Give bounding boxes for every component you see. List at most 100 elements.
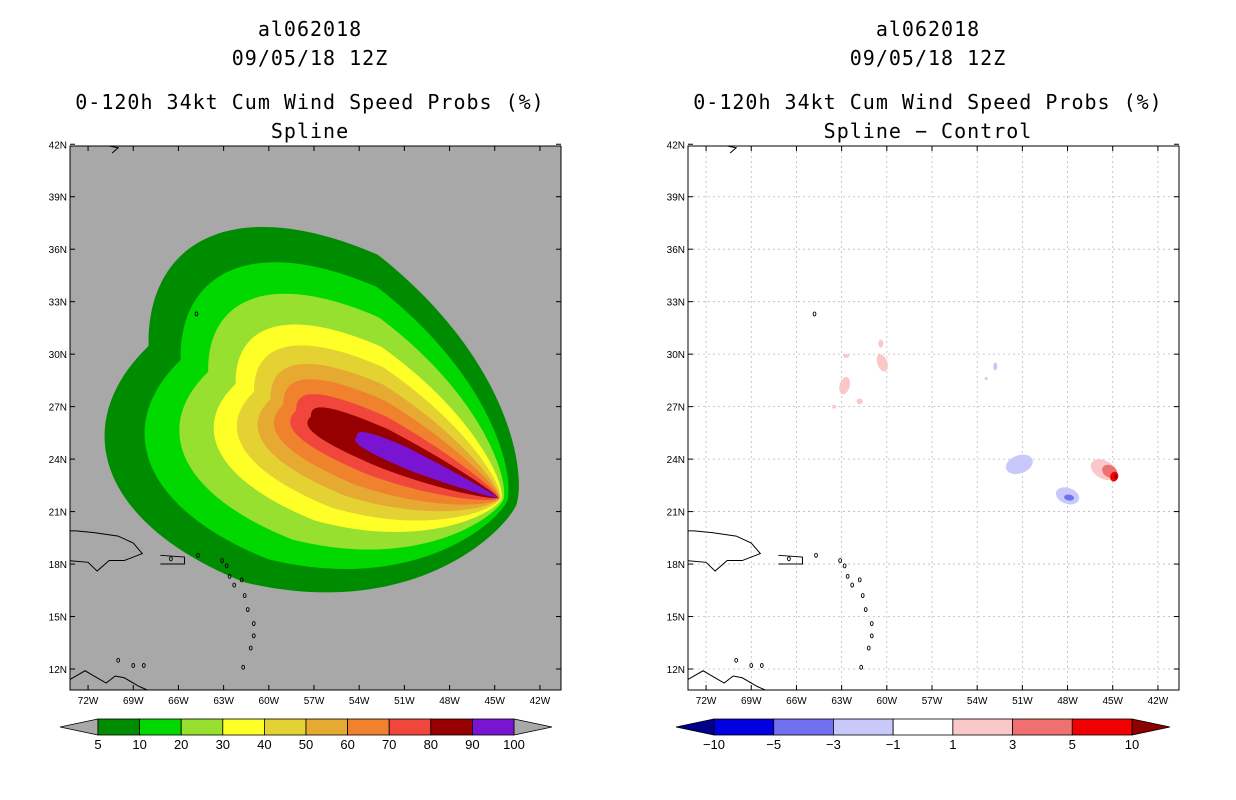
island <box>251 633 256 639</box>
map-frame <box>69 145 562 691</box>
colorbar-swatch <box>892 718 954 736</box>
coastline-capecod <box>727 146 738 154</box>
coastline-capecod <box>109 146 120 154</box>
colorbar-high-end <box>513 718 553 736</box>
left-datetime: 09/05/18 12Z <box>231 46 389 70</box>
colorbar-label: −5 <box>766 737 781 752</box>
coastline-puertorico <box>160 554 185 565</box>
lon-label: 63W <box>831 696 852 707</box>
colorbar-label: 50 <box>299 737 313 752</box>
left-map-content <box>70 146 519 690</box>
coastline-hispaniola <box>688 530 762 572</box>
lat-label: 18N <box>667 560 685 571</box>
colorbar-low-end <box>59 718 99 736</box>
lat-label: 24N <box>667 455 685 466</box>
colorbar-label: 30 <box>216 737 230 752</box>
colorbar-swatch <box>388 718 432 736</box>
island <box>857 577 862 583</box>
right-storm-id: al062018 <box>875 17 981 41</box>
colorbar-swatch <box>222 718 265 736</box>
island <box>863 607 868 612</box>
colorbar-label: 20 <box>174 737 188 752</box>
right-datetime: 09/05/18 12Z <box>849 46 1007 70</box>
lat-label: 12N <box>49 665 67 676</box>
island <box>245 607 250 612</box>
island <box>242 593 247 598</box>
colorbar-label: 40 <box>257 737 271 752</box>
coastline-venezuela <box>688 670 767 690</box>
island <box>869 633 874 639</box>
colorbar-swatch <box>263 718 307 736</box>
right-map-panel: 72W 69W 66W 63W 60W 57W 54W 51W 48W 45W 42W 12N 15N 1… <box>667 140 1180 707</box>
colorbar-label: 5 <box>1069 737 1076 752</box>
lat-label: 27N <box>667 403 685 414</box>
diff-positive-area <box>876 354 888 372</box>
island <box>850 582 855 588</box>
probability-contours <box>104 226 519 593</box>
left-map-panel: 72W 69W 66W 63W 60W 57W 54W 51W 48W 45W 42W 12N 15N 1… <box>49 140 562 707</box>
colorbar-swatch <box>347 718 390 736</box>
colorbar-label: −10 <box>703 737 725 752</box>
island <box>196 552 200 558</box>
island <box>749 663 754 668</box>
right-product-title: 0-120h 34kt Cum Wind Speed Probs (%) <box>693 90 1163 114</box>
diff-positive-area <box>843 353 850 358</box>
lat-label: 18N <box>49 560 67 571</box>
island <box>859 664 864 670</box>
colorbar-label: 5 <box>94 737 101 752</box>
lon-label: 72W <box>696 696 717 707</box>
lat-label: 30N <box>667 350 685 361</box>
lon-label: 45W <box>484 696 505 707</box>
right-subtitle: Spline − Control <box>823 119 1033 143</box>
island <box>227 573 232 579</box>
island <box>842 563 847 569</box>
diff-positive-area <box>878 339 884 348</box>
island <box>116 657 121 663</box>
colorbar-swatch <box>97 718 140 736</box>
lon-label: 69W <box>123 696 144 707</box>
island <box>224 563 229 569</box>
left-storm-id: al062018 <box>257 17 363 41</box>
lon-label: 54W <box>967 696 988 707</box>
colorbar-swatch <box>833 718 894 736</box>
colorbar-swatch <box>471 718 515 736</box>
difference-areas <box>832 339 1119 505</box>
right-map-content <box>688 146 1179 690</box>
colorbar-swatch <box>713 718 775 736</box>
lat-label: 27N <box>49 403 67 414</box>
island <box>869 621 874 626</box>
colorbar: −10 −5 −3 −1 1 3 5 10 <box>675 718 1171 752</box>
island <box>866 645 871 651</box>
lon-label: 42W <box>530 696 551 707</box>
island <box>251 621 256 626</box>
lon-label: 60W <box>259 696 280 707</box>
lon-label: 48W <box>1057 696 1078 707</box>
colorbar-label: 1 <box>949 737 956 752</box>
lon-label: 69W <box>741 696 762 707</box>
lat-label: 39N <box>49 193 67 204</box>
island <box>812 311 817 317</box>
right-map-background <box>688 146 1179 690</box>
colorbar-swatch <box>180 718 224 736</box>
colorbar-swatch <box>430 718 473 736</box>
lon-label: 42W <box>1148 696 1169 707</box>
lon-label: 72W <box>78 696 99 707</box>
lat-label: 15N <box>667 613 685 624</box>
colorbar-label: 3 <box>1009 737 1016 752</box>
island <box>239 577 244 583</box>
lon-label: 45W <box>1102 696 1123 707</box>
left-product-title: 0-120h 34kt Cum Wind Speed Probs (%) <box>75 90 545 114</box>
lon-label: 57W <box>304 696 325 707</box>
island <box>248 645 253 651</box>
colorbar: 5 10 20 30 40 50 60 70 80 90 100 <box>59 718 553 752</box>
lat-label: 36N <box>667 245 685 256</box>
island <box>241 664 246 670</box>
lon-label: 48W <box>439 696 460 707</box>
island <box>131 663 136 668</box>
diff-positive-area <box>832 404 837 409</box>
island <box>194 311 199 317</box>
lat-label: 42N <box>667 140 685 151</box>
colorbar-swatch <box>139 718 182 736</box>
lat-label: 39N <box>667 193 685 204</box>
